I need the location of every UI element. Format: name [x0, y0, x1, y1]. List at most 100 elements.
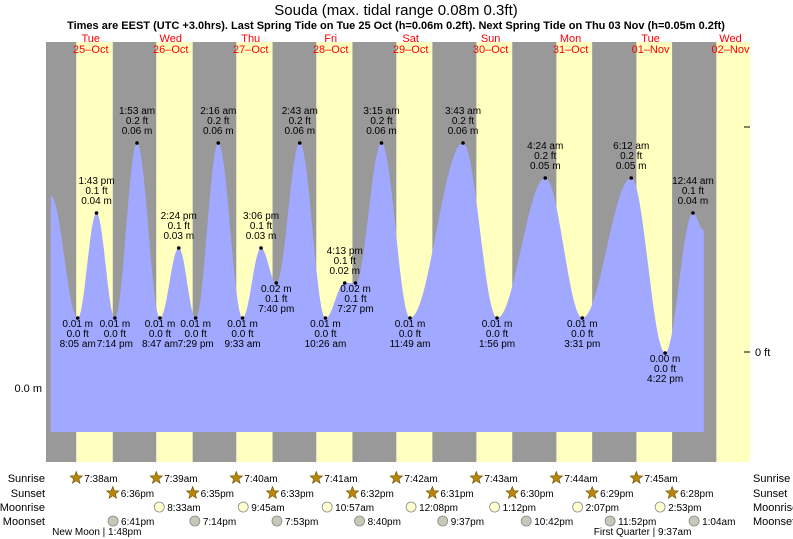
tide-high-m: 0.06 m [122, 126, 153, 137]
tide-high-m: 0.05 m [530, 161, 561, 172]
tide-low-ft: 0.0 ft [399, 329, 421, 340]
tide-high-ft: 0.2 ft [452, 116, 474, 127]
tide-low-ft: 0.0 ft [571, 329, 593, 340]
tide-point [94, 211, 99, 215]
tide-low-ft: 0.0 ft [104, 329, 126, 340]
moon-icon [405, 501, 417, 513]
tide-high-m: 0.02 m [329, 266, 360, 277]
tide-low-ft: 0.0 ft [654, 364, 676, 375]
moon-icon [354, 515, 365, 527]
tide-low-ft: 0.0 ft [185, 329, 207, 340]
day-date: 26–Oct [153, 44, 188, 56]
tide-high-ft: 0.2 ft [370, 116, 392, 127]
tide-low-time: 11:49 am [390, 339, 431, 350]
day-date: 25–Oct [73, 44, 108, 56]
tide-high-ft: 0.2 ft [620, 151, 642, 162]
moon-icon [237, 501, 249, 513]
tide-point [580, 316, 585, 320]
tide-low-m: 0.01 m [180, 319, 211, 330]
sun-icon [389, 470, 404, 484]
astro-row-label-right: Sunrise [753, 473, 790, 485]
astro-time: 6:33pm [281, 489, 314, 500]
tide-high-time: 2:43 am [282, 106, 318, 117]
tide-curve [50, 143, 704, 432]
astro-time: 8:33am [167, 503, 200, 514]
sun-icon [265, 485, 280, 499]
sun-icon [665, 485, 680, 499]
tide-point [297, 141, 302, 145]
tide-high-time: 4:13 pm [327, 246, 363, 257]
day-date: 01–Nov [632, 44, 670, 56]
moon-icon [321, 501, 333, 513]
sun-icon [505, 485, 520, 499]
astro-time: 7:44am [564, 474, 597, 485]
day-name: Thu [241, 33, 260, 45]
astro-time: 8:40pm [368, 517, 401, 528]
tide-high-time: 3:06 pm [243, 211, 279, 222]
astro-time: 2:53pm [668, 503, 701, 514]
astro-row-label-left: Sunset [11, 488, 45, 500]
astro-time: 6:41pm [121, 517, 154, 528]
tide-low-time: 9:33 am [224, 339, 260, 350]
tide-low-time: 7:40 pm [258, 304, 294, 315]
astro-time: 2:07pm [586, 503, 619, 514]
sun-icon [345, 485, 360, 499]
tide-high-time: 12:44 am [672, 176, 714, 187]
tide-point [461, 141, 465, 145]
tide-high-m: 0.05 m [616, 161, 647, 172]
tide-labels: 0.01 m0.0 ft8:05 am1:43 pm0.1 ft0.04 m0.… [60, 106, 714, 385]
astro-time: 1:12pm [503, 503, 536, 514]
astro-time: 7:41am [324, 474, 357, 485]
daylight-band [716, 42, 750, 462]
moon-icon [153, 501, 165, 513]
tide-high-m: 0.06 m [366, 126, 397, 137]
tide-low-m: 0.01 m [62, 319, 93, 330]
astro-row-label-right: Moonset [753, 516, 793, 528]
day-name: Tue [641, 33, 660, 45]
moon-icon [572, 501, 584, 513]
tide-low-m: 0.01 m [567, 319, 598, 330]
day-name: Sun [481, 33, 501, 45]
tide-high-m: 0.06 m [448, 126, 479, 137]
astro-time: 6:32pm [360, 489, 393, 500]
sun-icon [69, 470, 84, 484]
tide-low-time: 3:31 pm [564, 339, 600, 350]
day-name: Wed [160, 33, 182, 45]
astro-time: 9:45am [251, 503, 284, 514]
tide-low-m: 0.01 m [482, 319, 513, 330]
tide-high-ft: 0.1 ft [682, 186, 704, 197]
chart-subtitle: Times are EEST (UTC +3.0hrs). Last Sprin… [67, 20, 725, 32]
tide-low-m: 0.02 m [261, 284, 292, 295]
tide-area [50, 143, 704, 432]
tide-high-m: 0.03 m [246, 231, 277, 242]
tide-low-m: 0.01 m [145, 319, 176, 330]
tide-high-m: 0.06 m [203, 126, 234, 137]
tide-high-time: 2:16 am [200, 106, 236, 117]
tide-point [176, 246, 181, 250]
tide-low-ft: 0.1 ft [344, 294, 366, 305]
astro-row-label-left: Moonrise [0, 502, 45, 514]
tide-high-time: 4:24 am [527, 141, 563, 152]
tide-low-ft: 0.1 ft [265, 294, 287, 305]
tide-high-time: 6:12 am [613, 141, 649, 152]
astro-time: 7:14pm [203, 517, 236, 528]
astro-time: 6:30pm [520, 489, 553, 500]
astro-table: Sunrise Sunrise Sunset Sunset Moonrise Moonri… [0, 470, 793, 538]
tide-high-time: 1:43 pm [78, 176, 114, 187]
tide-point [663, 351, 667, 355]
tide-point [158, 316, 162, 320]
tide-low-ft: 0.0 ft [231, 329, 253, 340]
axis-ticks: 0.0 m 0 ft [14, 126, 770, 395]
tide-low-time: 7:29 pm [178, 339, 214, 350]
moon-icon [271, 515, 283, 527]
tide-low-time: 8:05 am [60, 339, 96, 350]
tide-high-m: 0.03 m [163, 231, 194, 242]
astro-time: 7:43am [484, 474, 517, 485]
tide-high-m: 0.04 m [678, 196, 709, 207]
tide-high-ft: 0.1 ft [168, 221, 190, 232]
astro-row-label-left: Sunrise [8, 473, 45, 485]
moon-icon [520, 515, 532, 527]
tide-point [629, 176, 634, 180]
tide-point [216, 141, 221, 145]
